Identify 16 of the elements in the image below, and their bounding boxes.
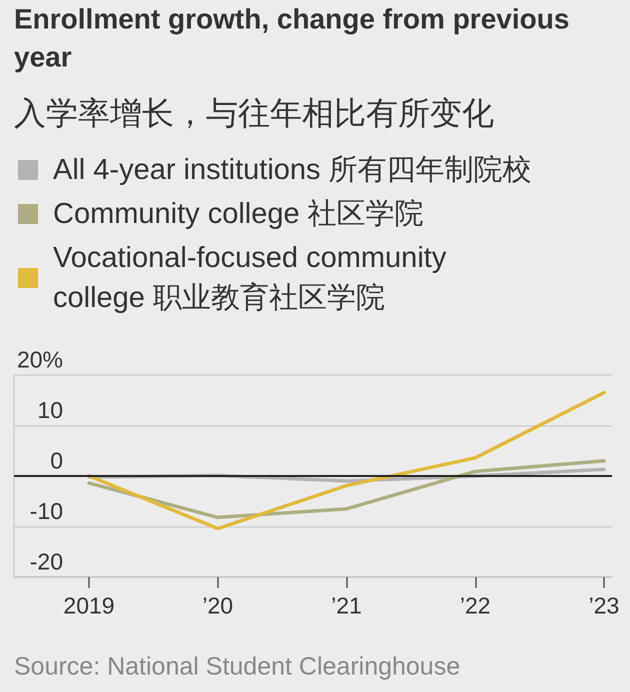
legend-label: Vocational-focused community college 职业教育社区学院 (53, 242, 447, 314)
legend-label: All 4-year institutions 所有四年制院校 (53, 154, 532, 186)
y-tick-label: 20% (16, 346, 63, 372)
source-note: Source: National Student Clearinghouse (14, 652, 460, 680)
x-tick-label: ’23 (588, 592, 620, 618)
y-tick-label: -10 (30, 498, 63, 524)
x-tick-label: ’20 (202, 592, 234, 618)
x-tick-label: ’21 (331, 592, 362, 618)
legend-label: Community college 社区学院 (53, 198, 424, 230)
x-tick-label: 2019 (63, 592, 115, 618)
chart-title: Enrollment growth, change from previous year (14, 4, 578, 72)
y-tick-label: 0 (50, 448, 63, 474)
y-tick-label: -20 (30, 548, 63, 574)
y-tick-label: 10 (37, 397, 63, 423)
chart-subtitle: 入学率增长，与往年相比有所变化 (14, 95, 494, 131)
x-tick-label: ’22 (460, 592, 491, 618)
